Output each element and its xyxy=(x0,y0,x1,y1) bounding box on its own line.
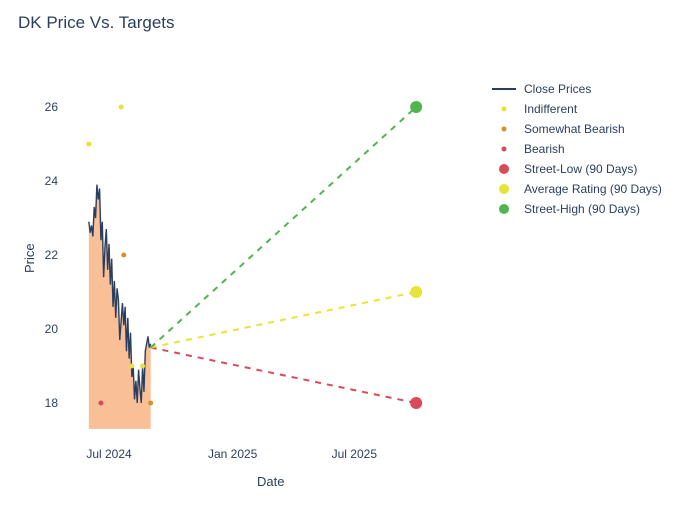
target-line xyxy=(151,292,416,348)
legend-swatch xyxy=(492,200,520,218)
target-line xyxy=(151,348,416,404)
legend-label: Street-High (90 Days) xyxy=(524,202,640,216)
scatter-point xyxy=(121,253,126,258)
target-marker xyxy=(410,397,422,409)
x-tick-label: Jan 2025 xyxy=(208,447,258,461)
plot-area: 18 20 22 24 26 Jul 2024 Jan 2025 Jul 2025 xyxy=(0,0,700,500)
legend-swatch xyxy=(492,160,520,178)
scatter-point xyxy=(119,105,124,110)
scatter-point xyxy=(129,364,134,369)
target-marker xyxy=(410,101,422,113)
legend-item: Street-High (90 Days) xyxy=(492,200,662,218)
y-tick-label: 24 xyxy=(45,174,59,188)
y-axis-label: Price xyxy=(22,243,37,273)
legend-item: Average Rating (90 Days) xyxy=(492,180,662,198)
legend-item: Bearish xyxy=(492,140,662,158)
legend-swatch xyxy=(492,180,520,198)
y-tick-label: 26 xyxy=(45,100,59,114)
legend-item: Close Prices xyxy=(492,80,662,98)
x-tick-label: Jul 2025 xyxy=(332,447,378,461)
y-tick-label: 18 xyxy=(45,396,59,410)
scatter-point xyxy=(148,401,153,406)
legend-label: Close Prices xyxy=(524,82,591,96)
legend-swatch xyxy=(492,120,520,138)
legend-swatch xyxy=(492,80,520,98)
legend-label: Average Rating (90 Days) xyxy=(524,182,662,196)
scatter-point xyxy=(98,401,103,406)
scatter-point xyxy=(86,142,91,147)
chart-container: DK Price Vs. Targets 18 20 22 24 26 Jul 2024 J… xyxy=(0,0,700,500)
legend-item: Street-Low (90 Days) xyxy=(492,160,662,178)
legend-swatch xyxy=(492,100,520,118)
legend-label: Street-Low (90 Days) xyxy=(524,162,637,176)
x-tick-label: Jul 2024 xyxy=(86,447,132,461)
legend-item: Indifferent xyxy=(492,100,662,118)
legend-label: Somewhat Bearish xyxy=(524,122,625,136)
legend: Close Prices Indifferent Somewhat Bearish B… xyxy=(492,80,662,220)
target-line xyxy=(151,107,416,348)
y-tick-label: 22 xyxy=(45,248,59,262)
chart-title: DK Price Vs. Targets xyxy=(18,13,175,33)
legend-swatch xyxy=(492,140,520,158)
scatter-point xyxy=(140,364,145,369)
legend-label: Indifferent xyxy=(524,102,577,116)
y-tick-label: 20 xyxy=(45,322,59,336)
legend-label: Bearish xyxy=(524,142,565,156)
x-axis-label: Date xyxy=(257,474,284,489)
target-marker xyxy=(410,286,422,298)
legend-item: Somewhat Bearish xyxy=(492,120,662,138)
